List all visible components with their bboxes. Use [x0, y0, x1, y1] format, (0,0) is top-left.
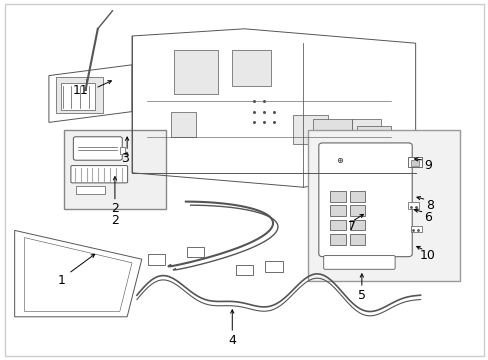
Bar	[410, 226, 421, 232]
Text: 3: 3	[121, 152, 128, 165]
Bar	[186, 247, 204, 257]
Bar	[232, 50, 271, 86]
Bar	[329, 205, 345, 216]
Text: 10: 10	[419, 249, 435, 262]
FancyBboxPatch shape	[71, 166, 127, 183]
Text: 4: 4	[228, 334, 236, 347]
Bar	[356, 126, 390, 162]
Bar	[63, 130, 166, 209]
Bar	[349, 220, 365, 230]
Bar	[407, 202, 418, 209]
Bar	[312, 119, 351, 162]
Bar	[264, 261, 282, 272]
Bar	[76, 186, 105, 194]
FancyBboxPatch shape	[318, 143, 411, 257]
Bar	[329, 191, 345, 202]
Bar	[329, 234, 345, 245]
Text: 2: 2	[111, 214, 119, 227]
Text: 1: 1	[57, 274, 65, 287]
Bar	[351, 119, 381, 144]
Text: 8: 8	[426, 199, 433, 212]
Text: 6: 6	[423, 211, 431, 224]
FancyBboxPatch shape	[323, 256, 394, 269]
Bar	[293, 115, 327, 144]
Bar	[56, 77, 102, 113]
FancyBboxPatch shape	[73, 137, 122, 160]
Bar	[173, 50, 217, 94]
Bar	[120, 147, 124, 154]
Bar	[349, 191, 365, 202]
Text: 7: 7	[347, 220, 355, 233]
Text: 11: 11	[73, 84, 88, 96]
Bar	[307, 130, 459, 281]
Bar	[349, 205, 365, 216]
Text: 2: 2	[111, 202, 119, 215]
Bar	[329, 220, 345, 230]
Text: 9: 9	[423, 159, 431, 172]
Bar	[349, 234, 365, 245]
Bar	[410, 160, 418, 166]
Bar	[407, 157, 421, 167]
Bar	[61, 83, 95, 110]
Bar	[147, 254, 165, 265]
Bar	[235, 265, 253, 275]
Bar	[171, 112, 195, 137]
Text: 5: 5	[357, 289, 365, 302]
